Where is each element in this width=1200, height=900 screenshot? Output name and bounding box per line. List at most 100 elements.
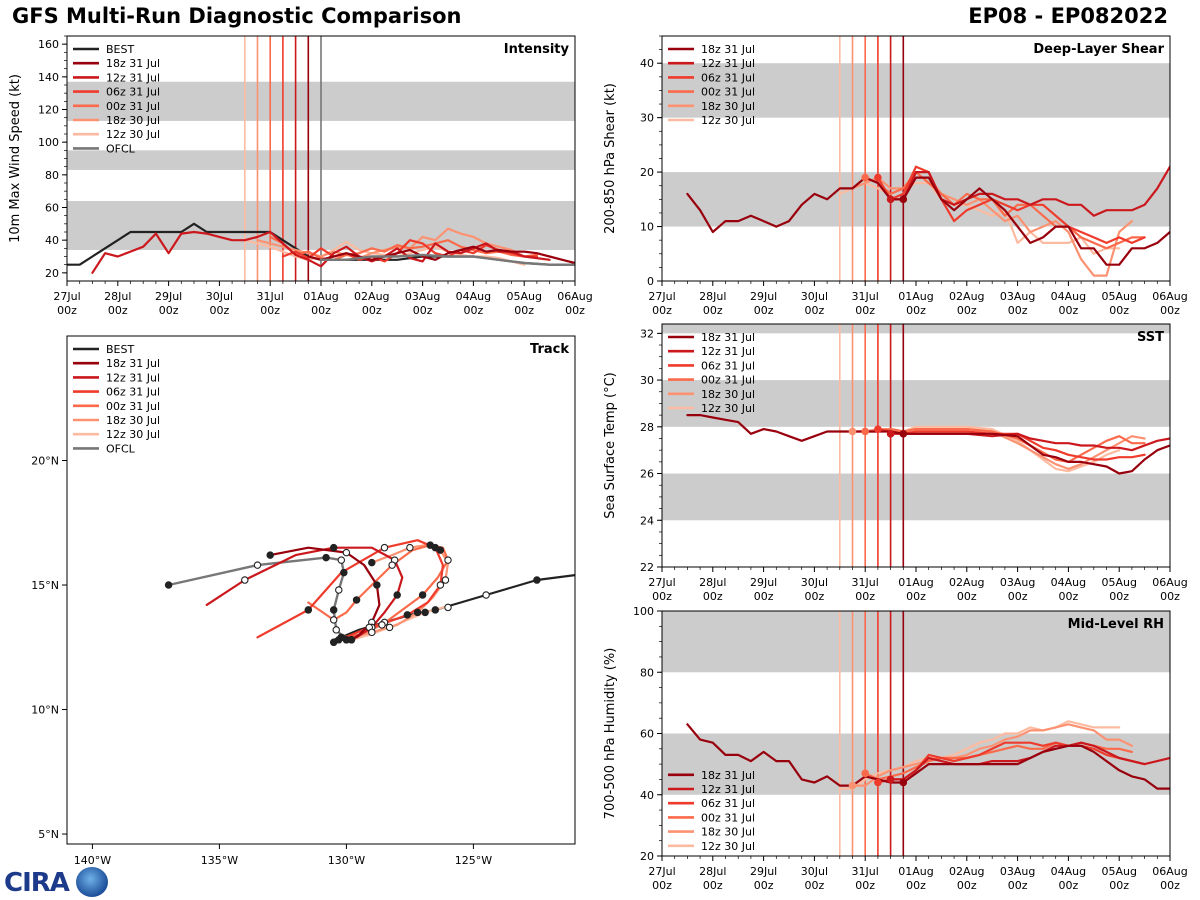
intensity-ytick-label: 80: [45, 169, 59, 182]
intensity-xtick-label: 03Aug: [405, 290, 440, 303]
intensity-ytick-label: 60: [45, 202, 59, 215]
intensity-ytick-label: 100: [38, 136, 59, 149]
sst-panel-title: SST: [1137, 330, 1164, 345]
intensity-ytick-label: 160: [38, 38, 59, 51]
rh-init-marker: [874, 778, 882, 787]
track-point: [342, 548, 351, 557]
track-point: [403, 611, 412, 619]
track-point: [431, 606, 440, 614]
shear-panel-title: Deep-Layer Shear: [1033, 42, 1164, 57]
shear-xtick-label-hour: 00z: [1008, 304, 1028, 317]
intensity-xtick-label: 27Jul: [53, 290, 80, 303]
sst-xtick-label: 29Jul: [750, 576, 777, 589]
rh-legend-06z-31-jul: 06z 31 Jul: [701, 797, 755, 810]
intensity-xtick-label-hour: 00z: [260, 304, 280, 317]
shear-ytick-label: 10: [640, 221, 654, 234]
track-ytick-label: 20°N: [31, 455, 59, 468]
intensity-legend-18z-31-jul: 18z 31 Jul: [106, 57, 160, 70]
sst-ytick-label: 26: [640, 468, 654, 481]
track-point: [441, 576, 450, 584]
intensity-legend-12z-31-jul: 12z 31 Jul: [106, 71, 160, 84]
sst-plot-area: [662, 324, 1170, 567]
rh-xtick-label: 05Aug: [1101, 865, 1136, 878]
rh-line-18z-31-jul: [686, 723, 1170, 790]
intensity-xtick-label-hour: 00z: [464, 304, 484, 317]
sst-xtick-label-hour: 00z: [1008, 590, 1028, 603]
sst-xtick-label: 28Jul: [699, 576, 726, 589]
sst-legend-06z-31-jul: 06z 31 Jul: [701, 359, 755, 372]
track-point: [378, 621, 386, 629]
rh-ytick-label: 20: [640, 850, 654, 863]
intensity-xtick-label: 04Aug: [456, 290, 491, 303]
track-plot-area: [164, 539, 575, 647]
track-point: [533, 576, 541, 584]
shear-panel: 01020304027Jul00z28Jul00z29Jul00z30Jul00…: [603, 35, 1188, 317]
sst-legend-12z-30-jul: 12z 30 Jul: [701, 402, 755, 415]
sst-legend-18z-31-jul: 18z 31 Jul: [701, 331, 755, 344]
rh-init-marker: [899, 778, 908, 787]
rh-xtick-label-hour: 00z: [906, 879, 926, 892]
rh-line-18z-30-jul: [851, 723, 1133, 787]
track-legend-12z-30-jul: 12z 30 Jul: [106, 428, 160, 441]
sst-ytick-label: 32: [640, 327, 654, 340]
shear-xtick-label-hour: 00z: [957, 304, 977, 317]
intensity-xtick-label-hour: 00z: [159, 304, 179, 317]
rh-xtick-label-hour: 00z: [1160, 879, 1180, 892]
rh-xtick-label-hour: 00z: [1008, 879, 1028, 892]
track-point: [164, 581, 173, 589]
shear-xtick-label: 04Aug: [1051, 290, 1086, 303]
track-point: [413, 608, 422, 617]
intensity-xtick-label-hour: 00z: [311, 304, 331, 317]
rh-xtick-label: 01Aug: [898, 865, 933, 878]
track-point: [444, 603, 452, 612]
logo-text: CIRA: [4, 868, 70, 898]
shear-shade-band: [662, 172, 1170, 227]
shear-xtick-label-hour: 00z: [805, 304, 825, 317]
intensity-xtick-label-hour: 00z: [210, 304, 230, 317]
storm-id: EP08 - EP082022: [968, 4, 1168, 28]
intensity-legend-ofcl: OFCL: [106, 142, 136, 155]
intensity-ytick-label: 40: [45, 234, 59, 247]
rh-ylabel: 700-500 hPa Humidity (%): [603, 648, 618, 820]
track-point: [436, 546, 445, 554]
shear-legend-00z-31-jul: 00z 31 Jul: [701, 86, 755, 99]
intensity-legend-best: BEST: [106, 43, 134, 56]
rh-xtick-label-hour: 00z: [1109, 879, 1129, 892]
sst-xtick-label-hour: 00z: [805, 590, 825, 603]
rh-init-marker: [886, 775, 895, 784]
sst-xtick-label: 31Jul: [852, 576, 879, 589]
track-point: [373, 581, 381, 589]
shear-xtick-label: 02Aug: [949, 290, 984, 303]
rh-xtick-label-hour: 00z: [855, 879, 875, 892]
sst-init-marker: [861, 427, 869, 436]
rh-legend-12z-31-jul: 12z 31 Jul: [701, 783, 755, 796]
rh-xtick-label-hour: 00z: [1059, 879, 1079, 892]
shear-legend-18z-31-jul: 18z 31 Jul: [701, 43, 755, 56]
intensity-xtick-label: 01Aug: [303, 290, 338, 303]
intensity-ofcl-line: [319, 253, 575, 266]
rh-shade-band: [662, 611, 1170, 673]
rh-xtick-label: 30Jul: [801, 865, 828, 878]
rh-xtick-label-hour: 00z: [805, 879, 825, 892]
intensity-ytick-label: 20: [45, 267, 59, 280]
track-ytick-label: 5°N: [38, 828, 59, 841]
track-point: [332, 626, 340, 634]
track-legend-ofcl: OFCL: [106, 442, 136, 455]
track-point: [385, 623, 394, 632]
sst-legend-00z-31-jul: 00z 31 Jul: [701, 374, 755, 387]
shear-xtick-label: 06Aug: [1152, 290, 1187, 303]
intensity-panel: 2040608010012014016027Jul00z28Jul00z29Ju…: [8, 35, 593, 317]
rh-ytick-label: 100: [633, 605, 654, 618]
sst-xtick-label: 05Aug: [1101, 576, 1136, 589]
rh-ytick-label: 80: [640, 666, 654, 679]
sst-xtick-label-hour: 00z: [652, 590, 672, 603]
intensity-plot-area: [67, 36, 575, 281]
intensity-legend-12z-30-jul: 12z 30 Jul: [106, 128, 160, 141]
shear-xtick-label-hour: 00z: [652, 304, 672, 317]
shear-xtick-label: 01Aug: [898, 290, 933, 303]
track-point: [436, 581, 445, 589]
track-point: [380, 543, 389, 552]
track-xtick-label: 130°W: [328, 854, 365, 867]
sst-legend-12z-31-jul: 12z 31 Jul: [701, 345, 755, 358]
